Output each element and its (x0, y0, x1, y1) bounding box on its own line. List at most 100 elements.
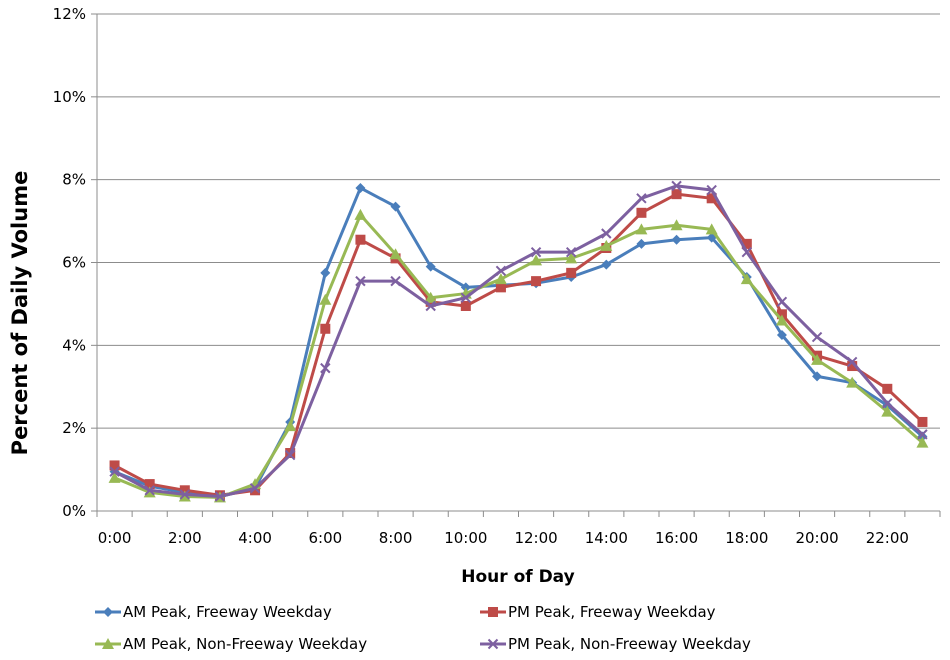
data-point (319, 293, 332, 305)
data-point (671, 189, 682, 200)
data-point (355, 234, 366, 245)
data-point (103, 607, 113, 617)
data-point (179, 485, 190, 496)
legend-label: PM Peak, Non-Freeway Weekday (508, 635, 751, 653)
x-tick-label: 18:00 (725, 529, 768, 547)
legend-label: AM Peak, Freeway Weekday (123, 603, 332, 621)
x-tick-label: 8:00 (379, 529, 413, 547)
y-tick-label: 12% (53, 5, 86, 23)
data-point (916, 436, 929, 448)
data-point-stroke (284, 449, 296, 461)
data-point (636, 238, 647, 249)
x-tick-label: 2:00 (168, 529, 202, 547)
data-point (495, 282, 506, 293)
data-point (775, 314, 788, 326)
data-point (108, 471, 121, 483)
data-point (425, 261, 436, 272)
data-point (706, 184, 717, 196)
data-point-stroke (811, 331, 823, 343)
data-point-stroke (249, 483, 261, 494)
y-tick-label: 4% (62, 336, 86, 354)
data-point-stroke (741, 246, 753, 258)
x-tick-label: 4:00 (238, 529, 272, 547)
data-point (355, 182, 366, 193)
data-point (811, 331, 823, 343)
data-point (102, 638, 114, 649)
data-point (882, 383, 893, 394)
data-point (671, 180, 682, 192)
data-point-stroke (882, 398, 893, 409)
data-point (741, 238, 752, 249)
gridlines (97, 13, 940, 429)
x-tick-label: 16:00 (655, 529, 698, 547)
x-tick-label: 10:00 (444, 529, 487, 547)
data-point (460, 300, 471, 311)
data-point (776, 329, 787, 340)
data-point (600, 239, 613, 251)
data-point (565, 246, 577, 258)
data-point (390, 275, 401, 287)
data-point-stroke (390, 275, 401, 287)
data-point-stroke (355, 275, 366, 287)
legend-item: PM Peak, Freeway Weekday (480, 603, 716, 621)
data-point (530, 254, 543, 266)
series-line (113, 184, 924, 499)
data-point (355, 275, 366, 287)
x-axis-title: Hour of Day (461, 567, 574, 587)
legend-label: AM Peak, Non-Freeway Weekday (123, 635, 367, 653)
data-point (917, 429, 928, 440)
data-point (565, 252, 578, 264)
data-point (881, 405, 894, 417)
data-point-stroke (425, 300, 436, 312)
data-point (179, 489, 191, 500)
data-point (566, 267, 577, 278)
series-2 (108, 208, 929, 503)
data-point-stroke (460, 292, 472, 303)
y-tick-label: 2% (62, 419, 86, 437)
x-tick-label: 6:00 (308, 529, 342, 547)
data-point (425, 300, 436, 312)
series-line (113, 192, 924, 497)
x-tick-label: 22:00 (866, 529, 909, 547)
y-tick-label: 6% (62, 254, 86, 272)
data-point (846, 376, 859, 388)
x-tick-label: 12:00 (514, 529, 557, 547)
x-tick-label: 0:00 (98, 529, 132, 547)
data-point (636, 207, 647, 218)
data-point (706, 193, 717, 204)
data-point (284, 449, 296, 461)
x-tick-label: 20:00 (795, 529, 838, 547)
x-tick-label: 14:00 (585, 529, 628, 547)
legend-item: AM Peak, Non-Freeway Weekday (95, 635, 367, 653)
data-point-stroke (601, 228, 612, 239)
data-point (601, 228, 612, 239)
axes (91, 13, 941, 517)
data-point-stroke (776, 296, 788, 308)
data-point (917, 416, 928, 427)
data-point (389, 248, 402, 260)
legend-label: PM Peak, Freeway Weekday (508, 603, 716, 621)
data-point-stroke (706, 184, 717, 196)
data-point (776, 309, 787, 320)
data-point (214, 491, 226, 502)
data-point (846, 356, 858, 368)
data-point (776, 296, 788, 308)
data-point-stroke (109, 466, 120, 477)
data-point (250, 485, 261, 496)
data-point (109, 460, 120, 471)
y-tick-label: 10% (53, 88, 86, 106)
data-point (494, 273, 507, 285)
data-point (320, 323, 331, 334)
data-point-stroke (636, 193, 647, 204)
data-point (812, 371, 823, 382)
data-point (460, 282, 471, 293)
data-point (811, 353, 824, 365)
data-point (109, 466, 120, 477)
data-point-stroke (917, 429, 928, 440)
data-point (636, 193, 647, 204)
data-point (249, 483, 261, 494)
data-point (740, 273, 753, 285)
y-axis-title: Percent of Daily Volume (8, 171, 32, 456)
series-layer (108, 180, 929, 503)
